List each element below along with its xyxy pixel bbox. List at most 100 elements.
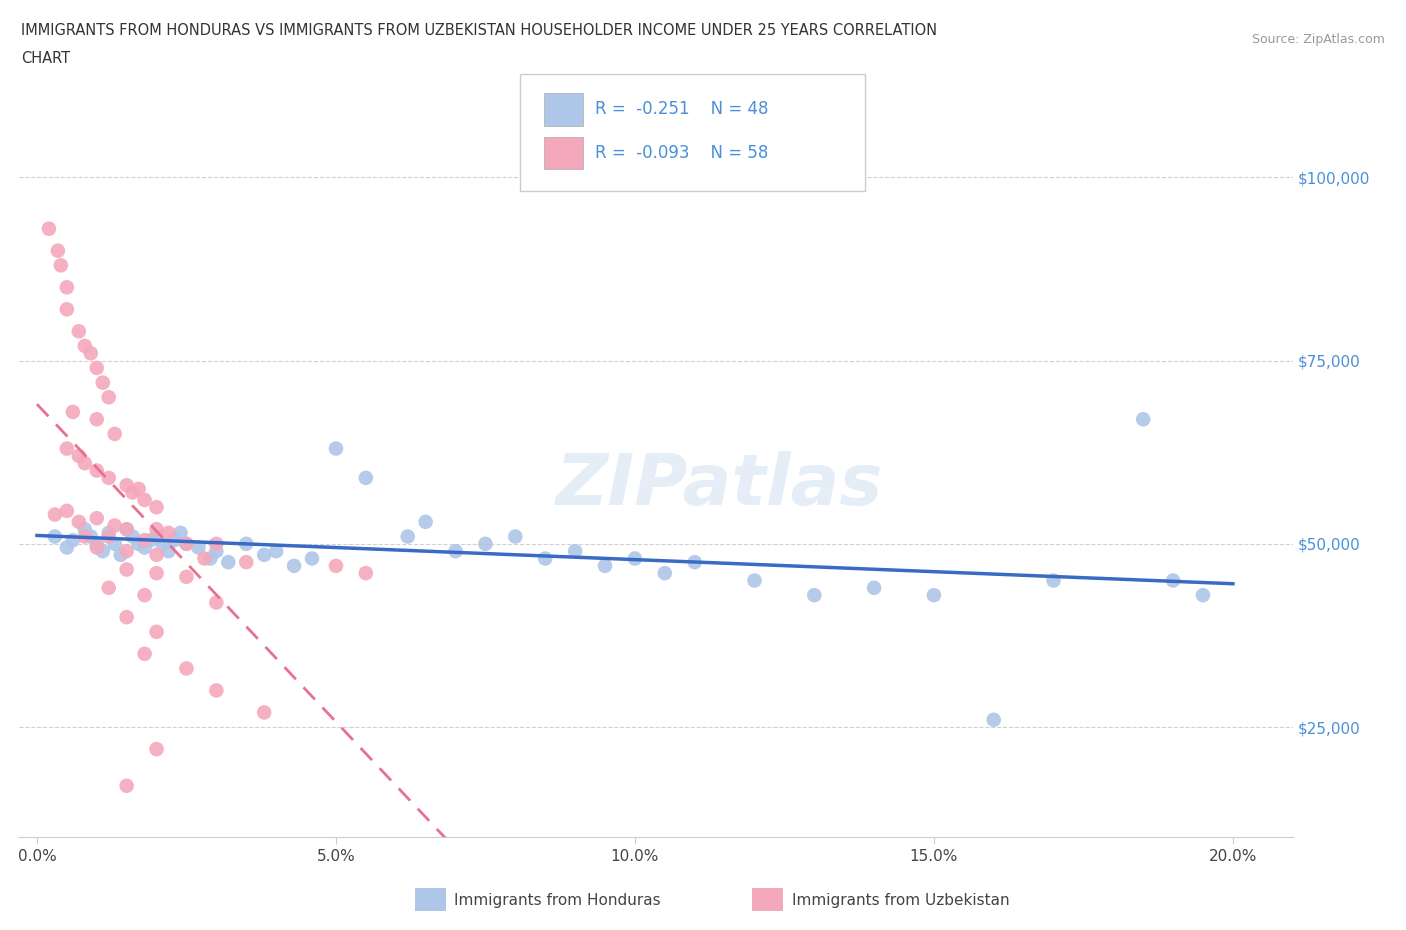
Point xyxy=(157,525,180,540)
Point xyxy=(134,646,156,661)
Point xyxy=(104,518,127,533)
Point xyxy=(56,302,79,317)
Point xyxy=(86,540,108,555)
Point xyxy=(145,624,167,639)
Point xyxy=(325,441,347,456)
Point xyxy=(235,537,257,551)
Point xyxy=(73,339,96,353)
Point xyxy=(474,537,496,551)
Point xyxy=(73,456,96,471)
Point xyxy=(97,471,120,485)
Point xyxy=(217,554,239,569)
Point xyxy=(104,427,127,442)
Point xyxy=(654,565,676,580)
Point xyxy=(73,529,96,544)
Point xyxy=(56,503,79,518)
Point xyxy=(115,522,138,537)
Point xyxy=(56,280,79,295)
Point xyxy=(86,511,108,525)
Point xyxy=(134,540,156,555)
Point xyxy=(49,258,72,272)
Point xyxy=(205,537,228,551)
Point xyxy=(593,558,616,573)
Point xyxy=(325,558,347,573)
Point xyxy=(86,361,108,376)
Point xyxy=(62,533,84,548)
Point xyxy=(152,537,174,551)
Point xyxy=(176,569,198,584)
Point xyxy=(62,405,84,419)
Point xyxy=(683,554,706,569)
Point xyxy=(67,448,90,463)
Point xyxy=(86,463,108,478)
Point xyxy=(145,741,167,756)
Point xyxy=(415,514,437,529)
Point xyxy=(91,375,114,390)
Point xyxy=(1161,573,1184,588)
Point xyxy=(187,540,209,555)
Point xyxy=(163,533,186,548)
Point xyxy=(157,544,180,559)
Point xyxy=(86,537,108,551)
Point xyxy=(38,221,60,236)
Point xyxy=(354,471,377,485)
Point xyxy=(193,551,215,566)
Text: IMMIGRANTS FROM HONDURAS VS IMMIGRANTS FROM UZBEKISTAN HOUSEHOLDER INCOME UNDER : IMMIGRANTS FROM HONDURAS VS IMMIGRANTS F… xyxy=(21,23,938,38)
Point xyxy=(128,537,150,551)
Point xyxy=(121,485,143,500)
Point xyxy=(205,683,228,698)
Point xyxy=(134,492,156,507)
Text: Source: ZipAtlas.com: Source: ZipAtlas.com xyxy=(1251,33,1385,46)
Point xyxy=(97,525,120,540)
Point xyxy=(1042,573,1064,588)
Point xyxy=(110,548,132,563)
Point xyxy=(354,565,377,580)
Point xyxy=(564,544,586,559)
Point xyxy=(301,551,323,566)
Point xyxy=(803,588,825,603)
Point xyxy=(80,346,103,361)
Point xyxy=(145,522,167,537)
Point xyxy=(67,514,90,529)
Text: Immigrants from Uzbekistan: Immigrants from Uzbekistan xyxy=(792,893,1010,908)
Point xyxy=(115,778,138,793)
Point xyxy=(253,548,276,563)
Text: R =  -0.251    N = 48: R = -0.251 N = 48 xyxy=(595,100,768,118)
Point xyxy=(205,595,228,610)
Point xyxy=(121,529,143,544)
Point xyxy=(56,441,79,456)
Point xyxy=(283,558,305,573)
Point xyxy=(983,712,1005,727)
Point xyxy=(86,412,108,427)
Point xyxy=(1192,588,1215,603)
Point xyxy=(922,588,945,603)
Point xyxy=(145,548,167,563)
Point xyxy=(264,544,287,559)
Point xyxy=(145,565,167,580)
Point xyxy=(176,537,198,551)
Point xyxy=(145,529,167,544)
Point xyxy=(56,540,79,555)
Point xyxy=(169,525,191,540)
Point xyxy=(200,551,222,566)
Point xyxy=(235,554,257,569)
Point xyxy=(115,562,138,577)
Point xyxy=(97,529,120,544)
Point xyxy=(134,588,156,603)
Point xyxy=(104,537,127,551)
Point xyxy=(91,544,114,559)
Point xyxy=(176,537,198,551)
Point xyxy=(534,551,557,566)
Point xyxy=(863,580,886,595)
Text: CHART: CHART xyxy=(21,51,70,66)
Point xyxy=(97,390,120,405)
Point xyxy=(115,478,138,493)
Text: R =  -0.093    N = 58: R = -0.093 N = 58 xyxy=(595,143,768,162)
Point xyxy=(115,610,138,625)
Point xyxy=(1132,412,1154,427)
Point xyxy=(145,499,167,514)
Point xyxy=(444,544,467,559)
Point xyxy=(115,544,138,559)
Point xyxy=(44,529,66,544)
Point xyxy=(176,661,198,676)
